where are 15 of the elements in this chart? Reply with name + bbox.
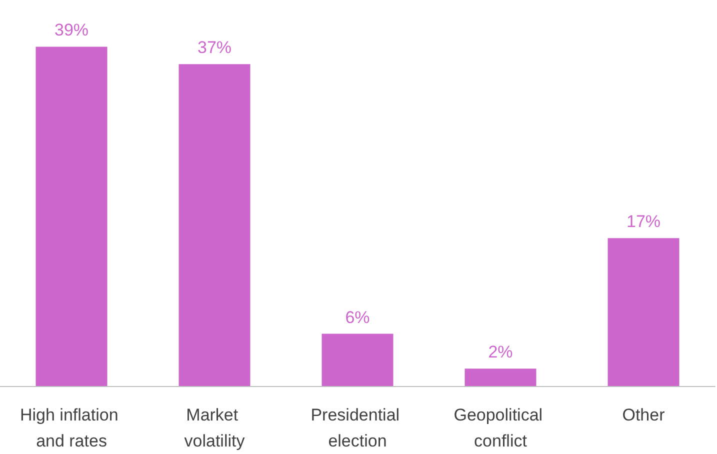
bar (608, 238, 680, 386)
data-label: 39% (54, 20, 89, 40)
data-label: 17% (626, 212, 661, 232)
x-tick-label: Geopolitical conflict (454, 406, 548, 450)
data-label: 2% (488, 342, 513, 362)
data-label: 37% (197, 38, 232, 58)
x-tick-label: Presidential election (310, 406, 404, 450)
bar (464, 368, 536, 386)
data-label: 6% (345, 308, 370, 327)
bar (178, 64, 250, 386)
x-tick-label: Other (622, 406, 666, 424)
x-tick-label: High inflation and rates (20, 406, 124, 450)
bar (322, 334, 394, 386)
bar (36, 46, 108, 386)
x-tick-label: Market volatility (184, 406, 246, 450)
